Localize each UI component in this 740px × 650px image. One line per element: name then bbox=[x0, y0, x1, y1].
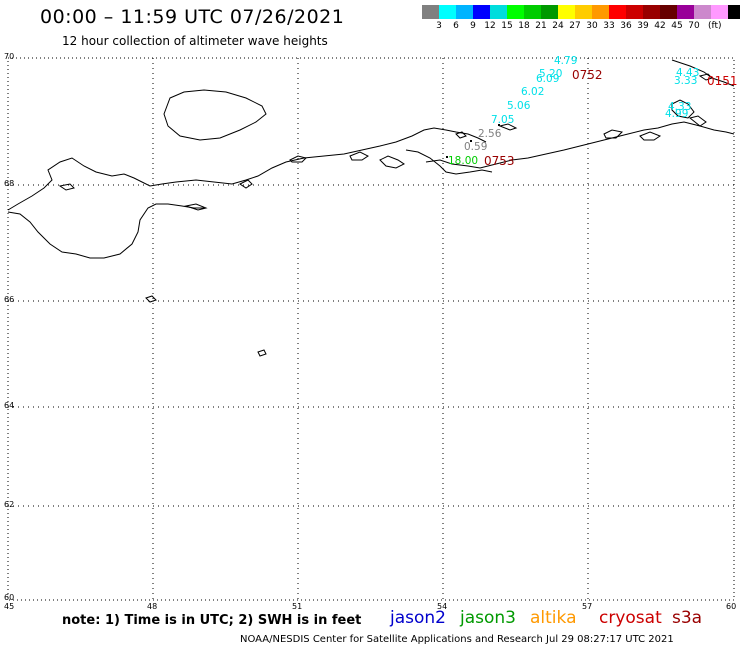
map-title: 00:00 – 11:59 UTC 07/26/2021 bbox=[40, 6, 345, 28]
scale-label: 9 bbox=[470, 21, 476, 31]
scale-swatch bbox=[575, 5, 592, 19]
scale-label: 27 bbox=[569, 21, 581, 31]
credit-line: NOAA/NESDIS Center for Satellite Applica… bbox=[240, 634, 674, 645]
scale-swatch bbox=[609, 5, 626, 19]
scale-label: 3 bbox=[436, 21, 442, 31]
legend-cryosat: cryosat bbox=[599, 608, 662, 628]
scale-swatch bbox=[643, 5, 660, 19]
scale-unit: (ft) bbox=[708, 21, 722, 31]
scale-swatch bbox=[541, 5, 558, 19]
scale-swatch bbox=[456, 5, 473, 19]
scale-swatch bbox=[660, 5, 677, 19]
lon-label-60: 60 bbox=[726, 602, 737, 611]
pass-time-label: 0753 bbox=[484, 154, 515, 168]
wave-height-label: 6.02 bbox=[521, 86, 545, 98]
lat-label-62: 62 bbox=[4, 500, 15, 509]
wave-height-label: 4.99 bbox=[665, 108, 689, 120]
scale-label: 24 bbox=[552, 21, 564, 31]
lat-label-66: 66 bbox=[4, 295, 15, 304]
legend-jason3: jason3 bbox=[460, 608, 516, 628]
scale-swatch bbox=[524, 5, 541, 19]
scale-label: 36 bbox=[620, 21, 632, 31]
scale-swatch bbox=[422, 5, 439, 19]
coastline bbox=[7, 59, 735, 357]
lon-label-54: 54 bbox=[437, 602, 448, 611]
scale-label: 21 bbox=[535, 21, 547, 31]
footer-note: note: 1) Time is in UTC; 2) SWH is in fe… bbox=[62, 613, 362, 628]
scale-swatch bbox=[626, 5, 643, 19]
scale-swatch bbox=[490, 5, 507, 19]
wave-height-label: 2.56 bbox=[478, 128, 502, 140]
scale-label: 45 bbox=[671, 21, 683, 31]
scale-swatch bbox=[439, 5, 456, 19]
wave-height-label: 0.59 bbox=[464, 141, 488, 153]
wave-height-label: 4.79 bbox=[554, 55, 578, 67]
map-frame bbox=[7, 57, 735, 601]
scale-label: 18 bbox=[518, 21, 530, 31]
scale-label: 33 bbox=[603, 21, 615, 31]
scale-label: 15 bbox=[501, 21, 513, 31]
scale-label: 6 bbox=[453, 21, 459, 31]
legend-altika: altika bbox=[530, 608, 577, 628]
lon-label-45: 45 bbox=[4, 602, 15, 611]
wave-height-label: 7.05 bbox=[491, 114, 515, 126]
wave-height-label: 18.00 bbox=[448, 155, 479, 167]
pass-time-label: 0752 bbox=[572, 68, 603, 82]
grid-lines bbox=[8, 58, 734, 600]
lat-label-68: 68 bbox=[4, 179, 15, 188]
lat-label-60: 60 bbox=[4, 593, 15, 602]
scale-swatch bbox=[728, 5, 740, 19]
legend-jason2: jason2 bbox=[390, 608, 446, 628]
scale-label: 39 bbox=[637, 21, 649, 31]
scale-label: 42 bbox=[654, 21, 666, 31]
wave-height-label: 6.09 bbox=[536, 73, 560, 85]
wave-height-label: 5.06 bbox=[507, 100, 531, 112]
wave-height-label: 4.33 bbox=[668, 101, 692, 113]
lat-label-64: 64 bbox=[4, 401, 15, 410]
lon-label-57: 57 bbox=[582, 602, 593, 611]
lon-label-48: 48 bbox=[147, 602, 158, 611]
scale-swatch bbox=[473, 5, 490, 19]
legend-s3a: s3a bbox=[672, 608, 703, 628]
wave-height-label: 3.33 bbox=[674, 75, 698, 87]
color-scale bbox=[422, 5, 740, 19]
wave-height-label: 5.20 bbox=[539, 68, 563, 80]
scale-swatch bbox=[711, 5, 728, 19]
scale-label: 70 bbox=[688, 21, 700, 31]
lon-label-51: 51 bbox=[292, 602, 303, 611]
scale-swatch bbox=[694, 5, 711, 19]
lat-label-70: 70 bbox=[4, 52, 15, 61]
wave-height-label: 4.43 bbox=[676, 67, 700, 79]
scale-label: 12 bbox=[484, 21, 496, 31]
scale-label: 30 bbox=[586, 21, 598, 31]
map-subtitle: 12 hour collection of altimeter wave hei… bbox=[62, 34, 328, 48]
scale-swatch bbox=[507, 5, 524, 19]
scale-swatch bbox=[592, 5, 609, 19]
pass-time-label: 0151 bbox=[707, 74, 738, 88]
scale-swatch bbox=[677, 5, 694, 19]
scale-swatch bbox=[558, 5, 575, 19]
satellite-track bbox=[446, 124, 500, 158]
